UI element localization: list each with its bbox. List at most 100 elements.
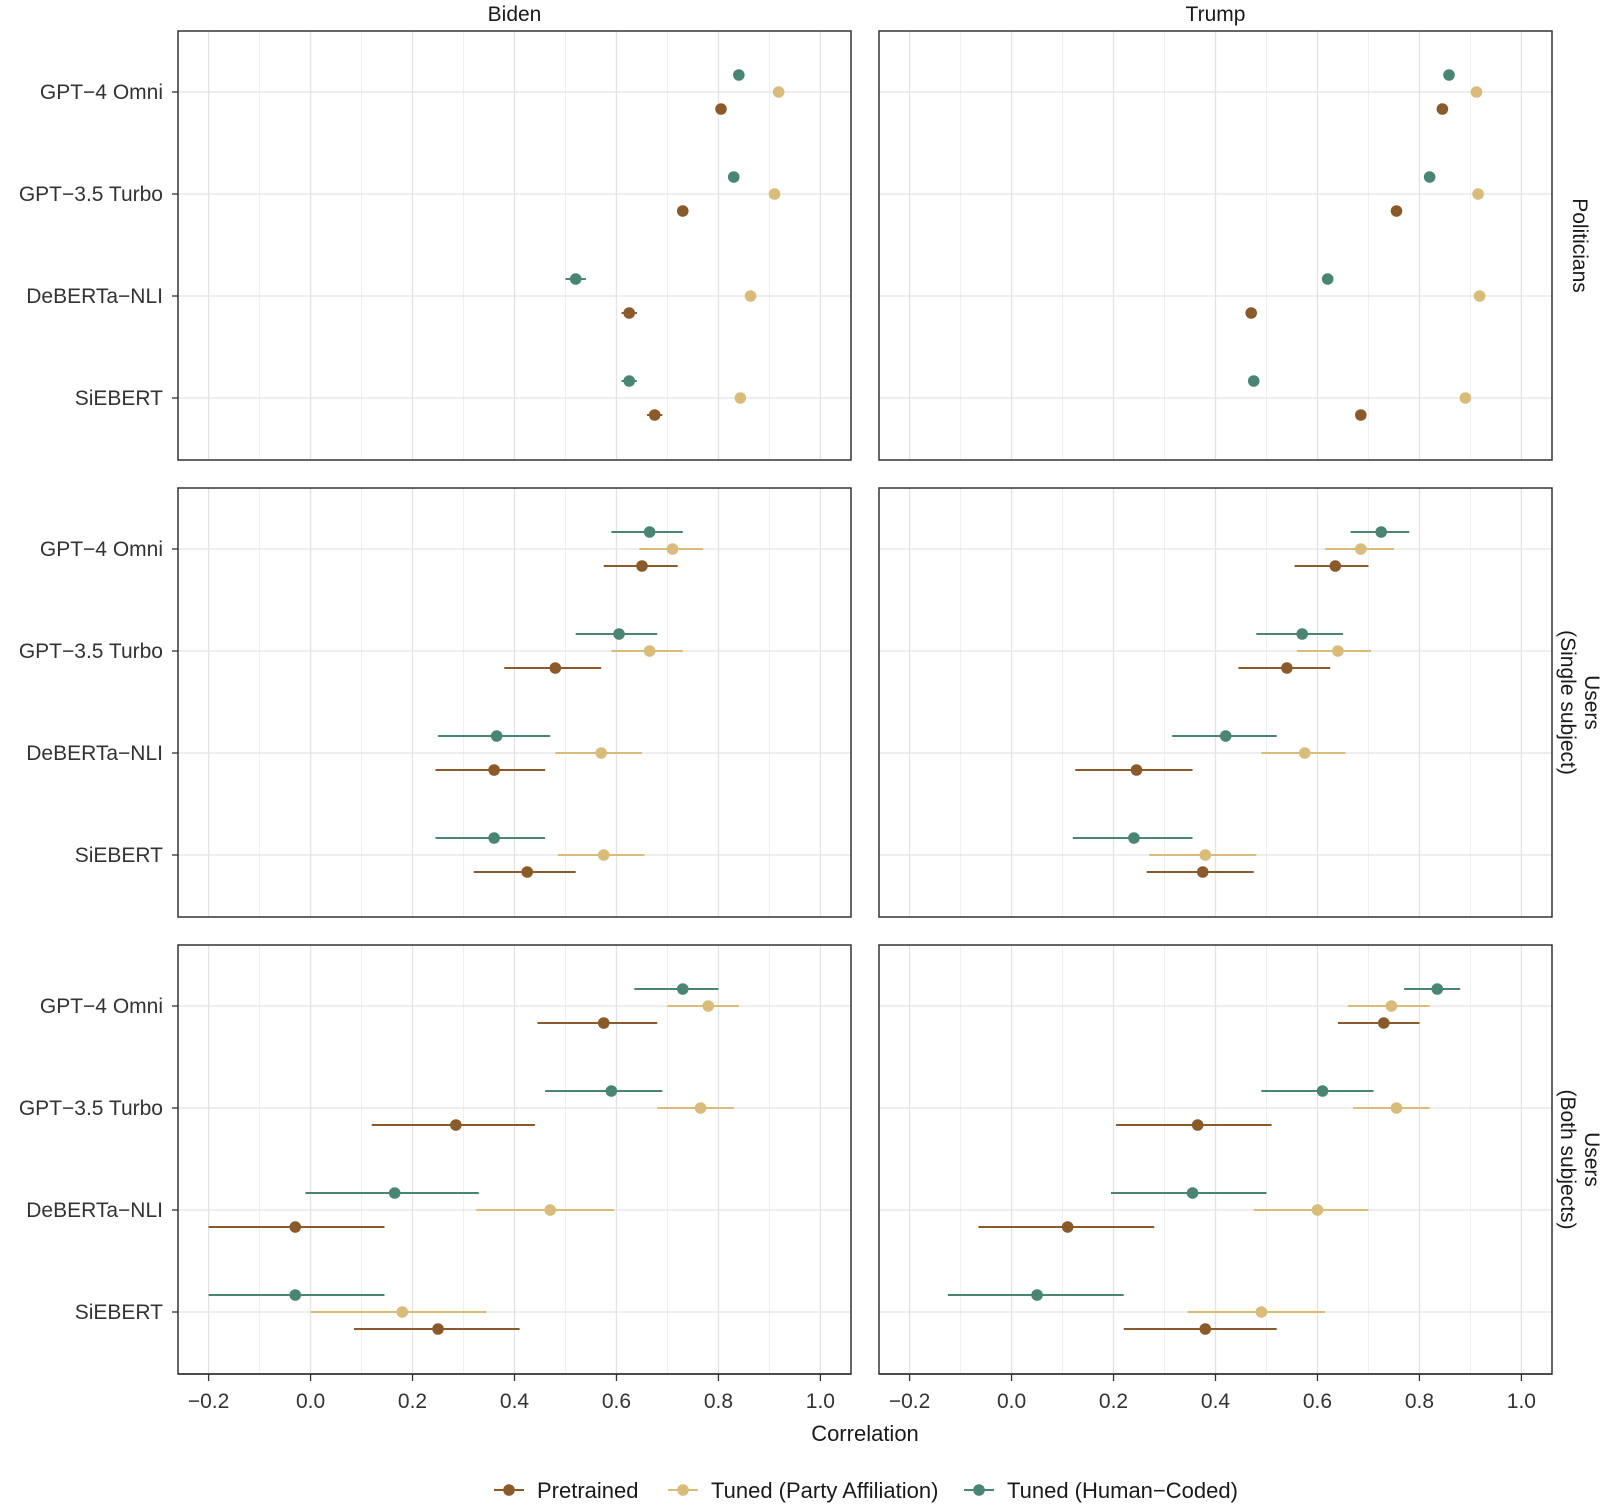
point-pretrained	[1130, 764, 1143, 776]
panel-biden-0: GPT−4 Omni GPT−3.5 Turbo DeBERTa−NLI SiEBER…	[19, 30, 852, 461]
column-strip-biden: Biden	[488, 3, 542, 26]
point-pretrained	[450, 1119, 462, 1131]
point-tuned-party-affiliation-	[1390, 1102, 1403, 1114]
row-strip-line: (Both subjects)	[1556, 1089, 1579, 1229]
point-tuned-party-affiliation-	[643, 645, 656, 657]
legend-key-point	[973, 1484, 985, 1496]
point-tuned-human-coded-	[1443, 69, 1455, 81]
point-tuned-party-affiliation-	[734, 392, 747, 404]
row-strip-2: Users(Both subjects)	[1556, 1089, 1603, 1229]
y-label-model: GPT−3.5 Turbo	[19, 183, 163, 206]
point-tuned-human-coded-	[488, 832, 500, 844]
point-pretrained	[648, 409, 661, 421]
point-pretrained	[1390, 205, 1403, 217]
legend-key-point	[503, 1484, 515, 1496]
point-pretrained	[1329, 560, 1342, 572]
point-pretrained	[488, 764, 500, 776]
point-tuned-party-affiliation-	[1470, 86, 1483, 98]
point-tuned-party-affiliation-	[396, 1306, 409, 1318]
point-tuned-party-affiliation-	[544, 1204, 556, 1216]
point-tuned-human-coded-	[605, 1085, 618, 1097]
point-tuned-human-coded-	[613, 628, 625, 640]
x-tick-label: 1.0	[806, 1390, 835, 1413]
x-tick-label: 0.4	[1201, 1390, 1231, 1413]
point-tuned-party-affiliation-	[694, 1102, 707, 1114]
point-tuned-party-affiliation-	[1199, 849, 1212, 861]
point-tuned-party-affiliation-	[768, 188, 781, 200]
point-tuned-human-coded-	[289, 1289, 302, 1301]
point-tuned-human-coded-	[1423, 171, 1436, 183]
point-tuned-party-affiliation-	[1355, 543, 1367, 555]
y-label-model: SiEBERT	[75, 387, 163, 410]
point-pretrained	[1061, 1221, 1074, 1233]
point-tuned-party-affiliation-	[772, 86, 785, 98]
row-strip-line: Politicians	[1568, 198, 1591, 293]
point-tuned-party-affiliation-	[1255, 1306, 1268, 1318]
point-pretrained	[521, 866, 534, 878]
x-tick-label: 0.6	[602, 1390, 631, 1413]
point-tuned-human-coded-	[1431, 983, 1444, 995]
point-tuned-party-affiliation-	[597, 849, 610, 861]
point-pretrained	[1199, 1323, 1212, 1335]
y-label-model: SiEBERT	[75, 1301, 163, 1324]
x-tick-label: 0.4	[500, 1390, 530, 1413]
point-tuned-human-coded-	[727, 171, 740, 183]
point-pretrained	[1355, 409, 1367, 421]
point-tuned-human-coded-	[1031, 1289, 1043, 1301]
point-pretrained	[597, 1017, 610, 1029]
point-tuned-party-affiliation-	[1472, 188, 1484, 200]
y-label-model: SiEBERT	[75, 844, 163, 867]
point-pretrained	[1245, 307, 1257, 319]
point-tuned-human-coded-	[623, 375, 636, 387]
legend-label: Pretrained	[537, 1478, 639, 1503]
point-tuned-party-affiliation-	[1385, 1000, 1398, 1012]
point-pretrained	[1377, 1017, 1390, 1029]
y-label-model: GPT−4 Omni	[40, 81, 163, 104]
y-label-model: GPT−3.5 Turbo	[19, 640, 163, 663]
panel-border	[177, 487, 852, 918]
point-tuned-party-affiliation-	[1473, 290, 1486, 302]
point-pretrained	[1281, 662, 1293, 674]
x-tick-label: −0.2	[188, 1390, 229, 1413]
panel-border	[878, 487, 1553, 918]
legend-key-point	[677, 1484, 689, 1496]
row-strip-line: (Single subject)	[1556, 630, 1579, 775]
point-pretrained	[636, 560, 648, 572]
point-tuned-party-affiliation-	[744, 290, 757, 302]
point-tuned-party-affiliation-	[666, 543, 679, 555]
x-tick-label: 0.0	[296, 1390, 325, 1413]
point-tuned-human-coded-	[1186, 1187, 1199, 1199]
point-pretrained	[1436, 103, 1449, 115]
point-pretrained	[289, 1221, 302, 1233]
point-tuned-human-coded-	[1375, 526, 1388, 538]
y-label-model: GPT−3.5 Turbo	[19, 1097, 163, 1120]
x-tick-label: 0.8	[704, 1390, 733, 1413]
point-pretrained	[549, 662, 562, 674]
panel-border	[177, 30, 852, 461]
point-tuned-human-coded-	[1296, 628, 1308, 640]
point-tuned-human-coded-	[643, 526, 656, 538]
point-pretrained	[1196, 866, 1209, 878]
column-strip-trump: Trump	[1186, 3, 1246, 26]
x-tick-label: 0.0	[997, 1390, 1026, 1413]
point-pretrained	[1191, 1119, 1204, 1131]
panel-trump-1	[878, 487, 1553, 918]
point-tuned-party-affiliation-	[595, 747, 607, 759]
point-tuned-party-affiliation-	[1459, 392, 1472, 404]
point-tuned-party-affiliation-	[702, 1000, 715, 1012]
x-tick-label: 0.6	[1303, 1390, 1332, 1413]
row-strip-1: Users(Single subject)	[1556, 630, 1603, 775]
point-pretrained	[432, 1323, 444, 1335]
x-tick-label: −0.2	[889, 1390, 930, 1413]
x-tick-label: 0.8	[1405, 1390, 1434, 1413]
x-tick-label: 0.2	[1099, 1390, 1128, 1413]
point-pretrained	[715, 103, 727, 115]
x-axis-title: Correlation	[811, 1421, 919, 1446]
y-label-model: DeBERTa−NLI	[26, 742, 163, 765]
legend-label: Tuned (Human−Coded)	[1007, 1478, 1238, 1503]
row-strip-line: Users	[1580, 1132, 1603, 1187]
panel-trump-0	[878, 30, 1553, 461]
panel-border	[878, 30, 1553, 461]
x-tick-label: 1.0	[1507, 1390, 1536, 1413]
